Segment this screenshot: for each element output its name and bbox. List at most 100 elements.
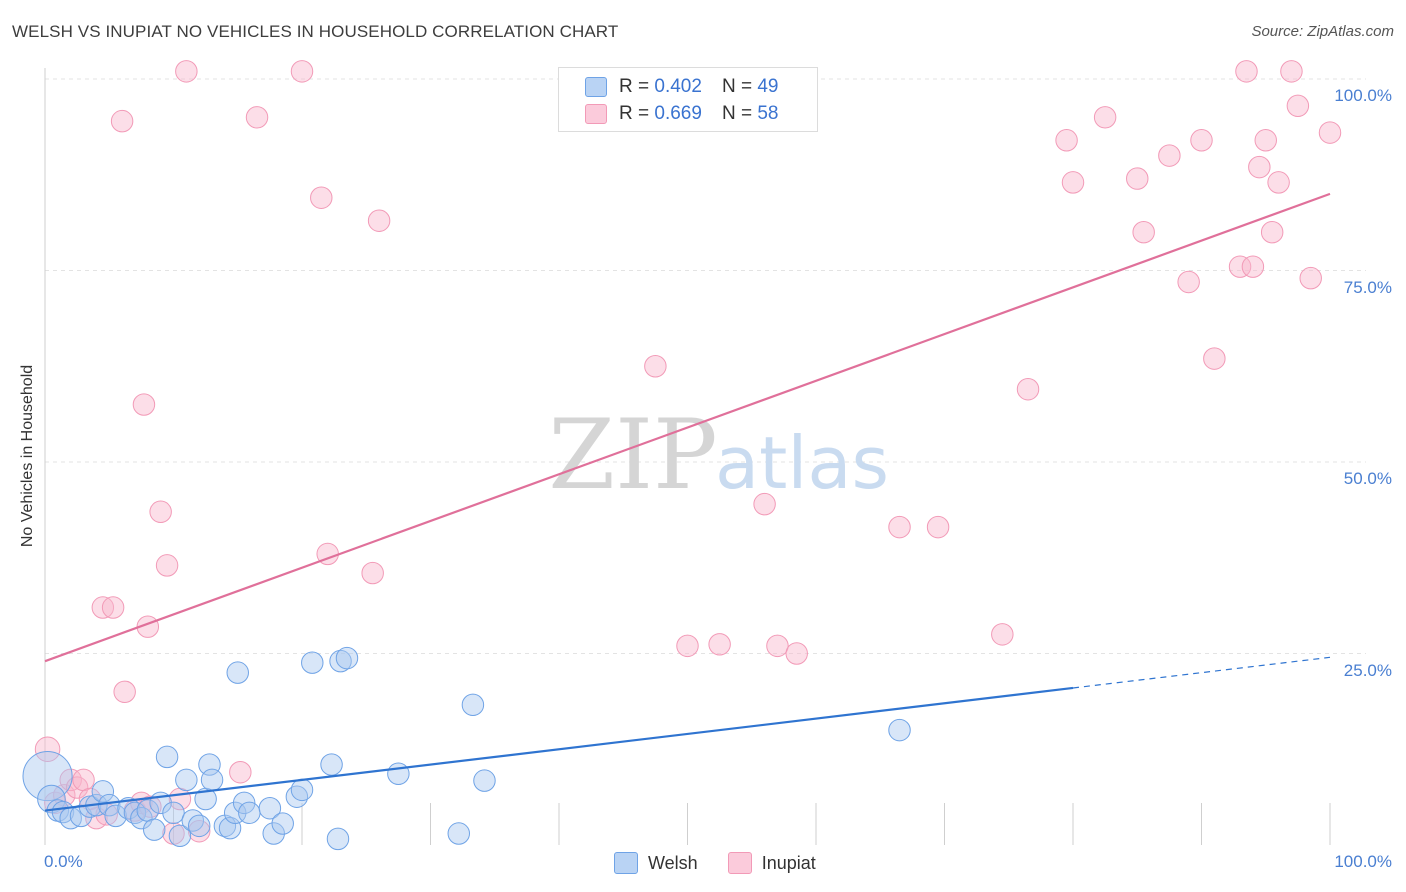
welsh-trend-extension	[1072, 656, 1331, 689]
legend-row-inupiat: R = 0.669 N = 58	[585, 102, 778, 126]
inupiat-point	[229, 760, 252, 784]
correlation-legend: R = 0.402 N = 49 R = 0.669 N = 58	[558, 67, 818, 132]
welsh-point	[447, 822, 471, 845]
welsh-point	[461, 693, 485, 717]
welsh-point	[117, 797, 140, 820]
welsh-point	[155, 745, 179, 769]
welsh-point	[175, 768, 198, 792]
welsh-point	[104, 804, 127, 828]
welsh-point	[91, 780, 115, 803]
legend-welsh-swatch	[614, 852, 638, 874]
inupiat-point	[676, 634, 699, 658]
welsh-point	[320, 753, 343, 776]
inupiat-point	[1158, 144, 1181, 167]
welsh-point	[130, 806, 153, 830]
inupiat-point	[1254, 129, 1277, 152]
watermark: ZIP atlas	[548, 399, 889, 511]
series-legend: Welsh Inupiat	[614, 852, 816, 874]
inupiat-r-value: 0.669	[654, 103, 702, 124]
inupiat-point	[1260, 220, 1284, 244]
chart-title: WELSH VS INUPIAT NO VEHICLES IN HOUSEHOL…	[12, 22, 619, 41]
inupiat-point	[1248, 155, 1271, 179]
welsh-point	[142, 818, 166, 841]
welsh-point	[162, 801, 185, 825]
inupiat-point	[766, 634, 789, 658]
inupiat-point	[644, 355, 667, 378]
inupiat-point	[310, 186, 333, 209]
source-label: Source: ZipAtlas.com	[1251, 23, 1394, 40]
inupiat-trend-line	[44, 192, 1331, 663]
axes	[44, 68, 1331, 845]
inupiat-n-value: 58	[757, 103, 779, 124]
y-tick-label: 75.0%	[1343, 277, 1392, 297]
y-tick-label: 50.0%	[1343, 469, 1392, 488]
welsh-n-label: N =	[721, 76, 753, 97]
trend-lines	[44, 192, 1331, 812]
inupiat-point	[155, 554, 179, 577]
welsh-point	[473, 769, 496, 792]
welsh-n-value: 49	[757, 76, 779, 97]
welsh-point	[218, 816, 242, 840]
y-tick-label: 25.0%	[1343, 660, 1392, 680]
inupiat-point	[175, 60, 198, 83]
inupiat-point	[753, 492, 776, 516]
inupiat-point	[110, 109, 134, 133]
inupiat-point	[72, 768, 95, 792]
inupiat-point	[367, 209, 391, 232]
welsh-point	[301, 651, 324, 674]
inupiat-point	[1177, 270, 1200, 294]
inupiat-point	[59, 768, 82, 792]
inupiat-point	[1267, 171, 1290, 194]
welsh-point	[329, 649, 352, 673]
inupiat-point	[1055, 129, 1078, 152]
inupiat-point	[1061, 171, 1085, 194]
welsh-points	[22, 646, 911, 851]
welsh-point	[238, 801, 261, 825]
x-tick-min: 0.0%	[44, 852, 83, 871]
inupiat-points	[34, 60, 1342, 845]
inupiat-point	[708, 633, 731, 656]
welsh-r-label: R =	[619, 76, 650, 97]
welsh-point	[888, 718, 911, 742]
welsh-point	[226, 661, 249, 684]
inupiat-point	[1280, 60, 1303, 83]
welsh-point	[258, 797, 282, 820]
inupiat-point	[991, 623, 1014, 646]
legend-inupiat-swatch	[727, 852, 752, 874]
inupiat-point	[1228, 255, 1252, 278]
x-tick-max: 100.0%	[1334, 852, 1392, 871]
y-tick-label: 100.0%	[1334, 86, 1392, 105]
welsh-point	[168, 824, 192, 848]
inupiat-point	[1203, 347, 1226, 370]
inupiat-point	[1286, 94, 1310, 118]
welsh-point	[187, 814, 211, 838]
inupiat-point	[1235, 60, 1258, 83]
inupiat-point	[926, 515, 950, 539]
inupiat-swatch	[585, 104, 607, 124]
welsh-point	[326, 827, 350, 851]
welsh-point	[387, 762, 410, 785]
inupiat-point	[101, 596, 125, 619]
inupiat-point	[290, 60, 314, 83]
inupiat-point	[34, 736, 61, 763]
welsh-point	[200, 768, 224, 792]
welsh-point	[271, 812, 294, 835]
inupiat-point	[149, 500, 172, 524]
inupiat-point	[1299, 266, 1322, 290]
welsh-point	[37, 784, 66, 814]
inupiat-point	[1016, 377, 1040, 401]
inupiat-n-label: N =	[721, 103, 753, 124]
legend-welsh-label: Welsh	[648, 852, 698, 873]
inupiat-point	[888, 515, 911, 539]
inupiat-r-label: R =	[619, 103, 650, 124]
watermark-atlas: atlas	[715, 421, 889, 505]
inupiat-point	[785, 642, 808, 665]
inupiat-point	[1190, 129, 1213, 152]
inupiat-point	[1126, 167, 1149, 190]
welsh-swatch	[585, 77, 607, 97]
watermark-zip: ZIP	[548, 399, 717, 511]
inupiat-point	[361, 561, 384, 585]
inupiat-point	[1318, 121, 1342, 144]
welsh-r-value: 0.402	[654, 76, 702, 97]
